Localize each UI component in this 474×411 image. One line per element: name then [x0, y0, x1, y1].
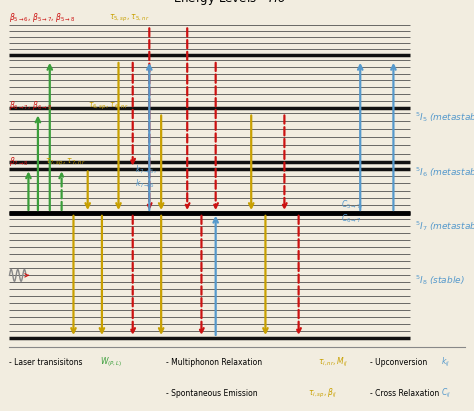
Text: $\beta_{6\to7}$, $\beta_{6\to8}$: $\beta_{6\to7}$, $\beta_{6\to8}$ — [9, 99, 53, 112]
Text: $\beta_{7\to8}$: $\beta_{7\to8}$ — [9, 155, 29, 168]
Text: $^5I_8$ (stable): $^5I_8$ (stable) — [415, 273, 465, 287]
Text: $^5I_6$ (metastable): $^5I_6$ (metastable) — [415, 165, 474, 179]
Text: $C_{ij}$: $C_{ij}$ — [441, 387, 451, 400]
Text: $\tau_{5,sp}$, $\tau_{5,nr}$: $\tau_{5,sp}$, $\tau_{5,nr}$ — [109, 14, 150, 25]
Text: $\tau_{i,sp}, \beta_{ij}$: $\tau_{i,sp}, \beta_{ij}$ — [308, 387, 337, 400]
Text: $^5I_7$ (metastable): $^5I_7$ (metastable) — [415, 219, 474, 233]
Text: - Cross Relaxation: - Cross Relaxation — [370, 389, 439, 398]
Text: $\beta_{5\to6}$, $\beta_{5\to7}$, $\beta_{5\to8}$: $\beta_{5\to6}$, $\beta_{5\to7}$, $\beta… — [9, 12, 76, 25]
Text: $\tau_{i,nr}, M_{ij}$: $\tau_{i,nr}, M_{ij}$ — [318, 356, 347, 369]
Text: $\tau_{6,sp}$, $\tau_{6,nr}$: $\tau_{6,sp}$, $\tau_{6,nr}$ — [88, 101, 128, 112]
Text: - Spontaneous Emission: - Spontaneous Emission — [166, 389, 257, 398]
Text: - Laser transisitons: - Laser transisitons — [9, 358, 83, 367]
Text: $k_{ij}$: $k_{ij}$ — [441, 356, 450, 369]
Text: $C_{5\to7}$,
$C_{6\to7}$: $C_{5\to7}$, $C_{6\to7}$ — [341, 198, 364, 225]
Text: $W_{(P,L)}$: $W_{(P,L)}$ — [100, 355, 122, 369]
Text: $k_{7\to5}$,
$k_{7\to6}$: $k_{7\to5}$, $k_{7\to6}$ — [135, 163, 157, 190]
Text: - Multiphonon Relaxation: - Multiphonon Relaxation — [166, 358, 262, 367]
Text: Energy Levels – $Ho^{3+}$: Energy Levels – $Ho^{3+}$ — [173, 0, 301, 9]
Text: $^5I_5$ (metastable): $^5I_5$ (metastable) — [415, 111, 474, 125]
Text: - Upconversion: - Upconversion — [370, 358, 427, 367]
Text: $\tau_{7,sp}$, $\tau_{7,nr}$: $\tau_{7,sp}$, $\tau_{7,nr}$ — [45, 157, 86, 168]
